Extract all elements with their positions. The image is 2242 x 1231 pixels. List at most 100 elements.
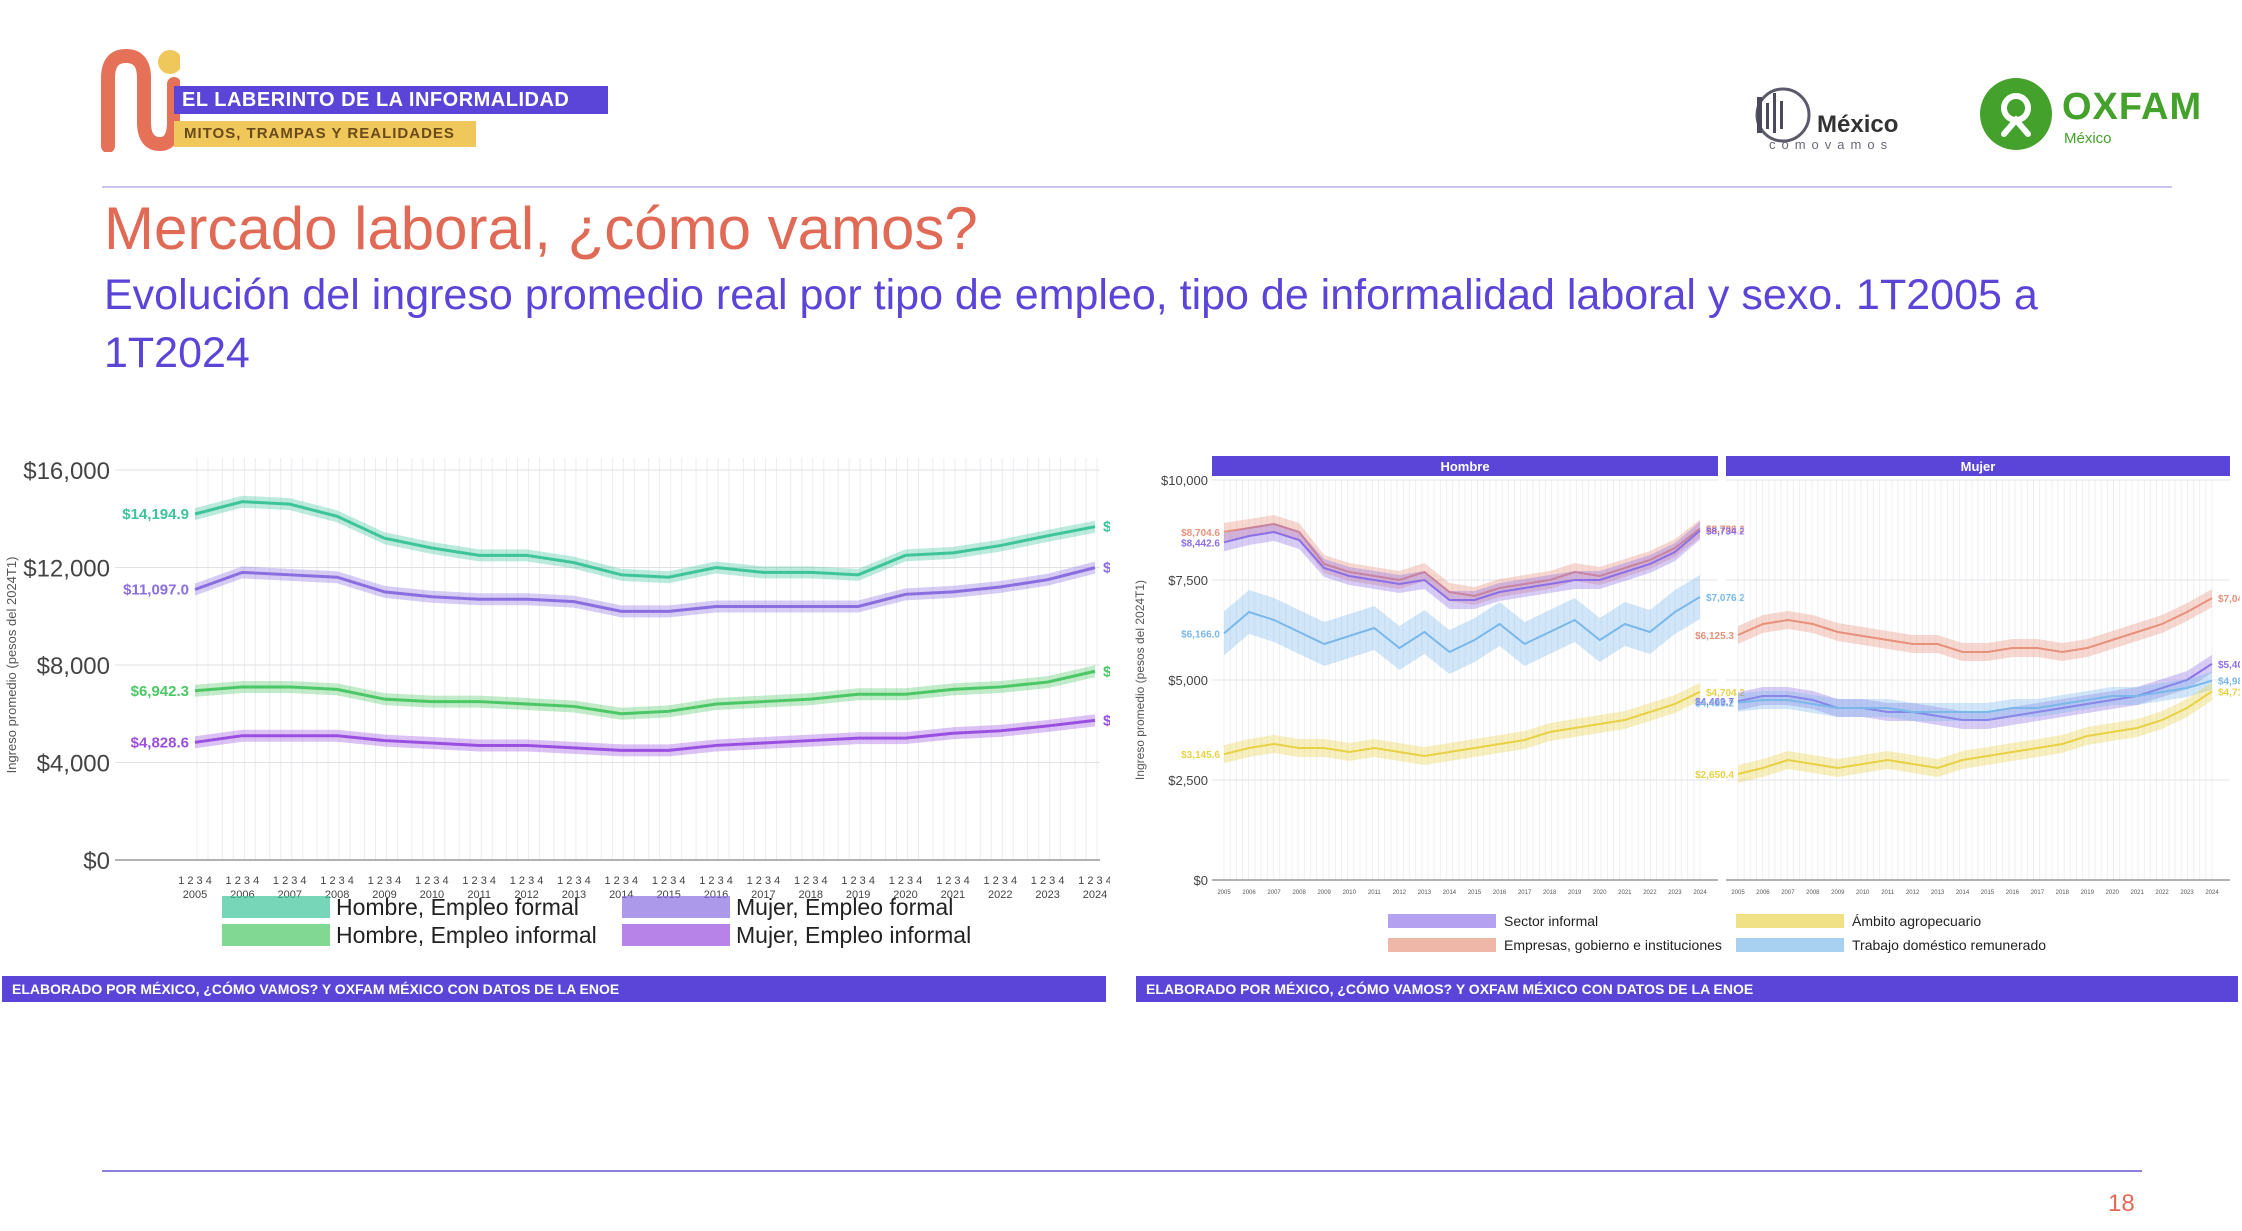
x-year-label: 2023 [2180,890,2194,896]
brand-subtitle: MITOS, TRAMPAS Y REALIDADES [174,121,476,147]
x-year-label: 2022 [988,889,1012,901]
x-year-label: 2020 [2106,890,2120,896]
x-year-label: 2018 [1543,890,1557,896]
x-year-label: 2024 [2205,890,2219,896]
series-start-label: $8,442.6 [1181,538,1220,549]
x-year-label: 2017 [2031,890,2045,896]
x-year-label: 2005 [183,889,207,901]
x-quarter-label: 1 2 3 4 [226,875,260,887]
x-quarter-label: 1 2 3 4 [1031,875,1065,887]
series-band [195,495,1095,584]
x-year-label: 2011 [1368,890,1382,896]
x-year-label: 2008 [1292,890,1306,896]
panel-title: Mujer [1961,459,1996,474]
series-end-label: $7,743.0 [1103,663,1110,680]
x-quarter-label: 1 2 3 4 [604,875,638,887]
legend-swatch [622,924,730,946]
y-tick-label: $12,000 [23,556,110,583]
x-year-label: 2019 [846,889,870,901]
legend-swatch [1388,914,1496,928]
series-start-label: $4,469.7 [1695,697,1734,708]
y-tick-label: $10,000 [1161,473,1208,488]
x-quarter-label: 1 2 3 4 [747,875,781,887]
x-year-label: 2021 [941,889,965,901]
series-line [194,669,1096,716]
x-year-label: 2010 [420,889,444,901]
series-band [195,561,1095,618]
oxfam-logo-sub: México [2064,130,2112,147]
source-note-left: ELABORADO POR MÉXICO, ¿CÓMO VAMOS? Y OXF… [2,976,1106,1002]
laberinto-logo-icon [101,48,180,152]
x-year-label: 2006 [1242,890,1256,896]
x-year-label: 2019 [1568,890,1582,896]
x-quarter-label: 1 2 3 4 [936,875,970,887]
mcv-logo-sub: cómovamos [1769,137,1894,152]
x-quarter-label: 1 2 3 4 [794,875,828,887]
x-quarter-label: 1 2 3 4 [273,875,307,887]
x-year-label: 2006 [1756,890,1770,896]
legend-label: Mujer, Empleo formal [736,894,953,920]
series-line [194,500,1096,579]
y-tick-label: $0 [83,848,110,875]
x-year-label: 2008 [325,889,349,901]
series-line [1223,522,1701,598]
x-year-label: 2022 [1643,890,1657,896]
x-quarter-label: 1 2 3 4 [841,875,875,887]
x-quarter-label: 1 2 3 4 [557,875,591,887]
chart-income-by-informality-type: Ingreso promedio (pesos del 2024T1) $0 $2,… [1133,456,2240,953]
x-quarter-label: 1 2 3 4 [652,875,686,887]
series-end-label: $8,786.3 [1706,525,1745,536]
mcv-logo-text: México [1817,111,1899,138]
x-year-label: 2023 [1668,890,1682,896]
x-quarter-label: 1 2 3 4 [699,875,733,887]
series-band [1738,654,2212,729]
oxfam-emblem-icon [1980,78,2052,150]
x-year-label: 2024 [1693,890,1707,896]
legend-swatch [622,896,730,918]
series-start-label: $6,166.0 [1181,629,1220,640]
series-start-label: $2,650.4 [1695,770,1734,781]
series-end-label: $4,716.5 [2218,687,2240,698]
series-end-label: $5,404.5 [2218,660,2240,671]
page-title: Mercado laboral, ¿cómo vamos? [104,195,978,262]
x-year-label: 2007 [1267,890,1281,896]
y-tick-label: $4,000 [37,751,110,778]
x-year-label: 2021 [1618,890,1632,896]
series-line [1737,679,2213,713]
legend-label: Mujer, Empleo informal [736,922,971,948]
x-year-label: 2009 [1831,890,1845,896]
series-start-label: $3,145.6 [1181,750,1220,761]
x-year-label: 2012 [514,889,538,901]
x-year-label: 2023 [1035,889,1059,901]
series-start-label: $4,435.2 [1695,699,1734,710]
oxfam-logo: OXFAM México [1980,76,2201,154]
series-band [195,665,1095,720]
x-year-label: 2020 [893,889,917,901]
legend-swatch [1736,938,1844,952]
series-end-label: $8,734.2 [1706,527,1745,538]
x-year-label: 2014 [1956,890,1970,896]
series-start-label: $4,828.6 [131,734,189,751]
series-band [1224,521,1700,609]
series-end-label: $4,704.2 [1706,688,1745,699]
panel-header [1212,456,1718,476]
series-start-label: $11,097.0 [123,582,189,599]
x-year-label: 2011 [467,889,491,901]
x-year-label: 2009 [372,889,396,901]
x-year-label: 2008 [1806,890,1820,896]
x-year-label: 2013 [1931,890,1945,896]
legend-swatch [1736,914,1844,928]
series-line [194,566,1096,613]
legend-label: Hombre, Empleo formal [336,894,579,920]
series-end-label: $13,673.6 [1103,519,1110,536]
y-axis-label: Ingreso promedio (pesos del 2024T1) [1133,580,1147,780]
y-tick-label: $8,000 [37,653,110,680]
series-band [195,714,1095,757]
x-year-label: 2017 [751,889,775,901]
x-quarter-label: 1 2 3 4 [415,875,449,887]
x-year-label: 2011 [1881,890,1895,896]
page-number: 18 [2108,1190,2135,1217]
x-year-label: 2013 [1418,890,1432,896]
x-quarter-label: 1 2 3 4 [320,875,354,887]
y-axis-label: Ingreso promedio (pesos del 2024T1) [4,557,19,774]
